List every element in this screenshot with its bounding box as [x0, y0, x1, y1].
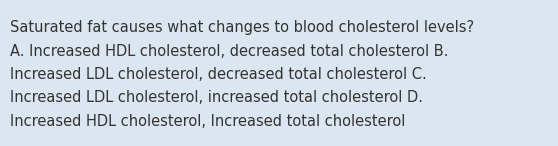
Text: Increased LDL cholesterol, increased total cholesterol D.: Increased LDL cholesterol, increased tot…: [10, 91, 423, 106]
Text: A. Increased HDL cholesterol, decreased total cholesterol B.: A. Increased HDL cholesterol, decreased …: [10, 44, 449, 59]
Text: Increased HDL cholesterol, Increased total cholesterol: Increased HDL cholesterol, Increased tot…: [10, 114, 405, 129]
Text: Saturated fat causes what changes to blood cholesterol levels?: Saturated fat causes what changes to blo…: [10, 20, 474, 35]
Text: Increased LDL cholesterol, decreased total cholesterol C.: Increased LDL cholesterol, decreased tot…: [10, 67, 427, 82]
